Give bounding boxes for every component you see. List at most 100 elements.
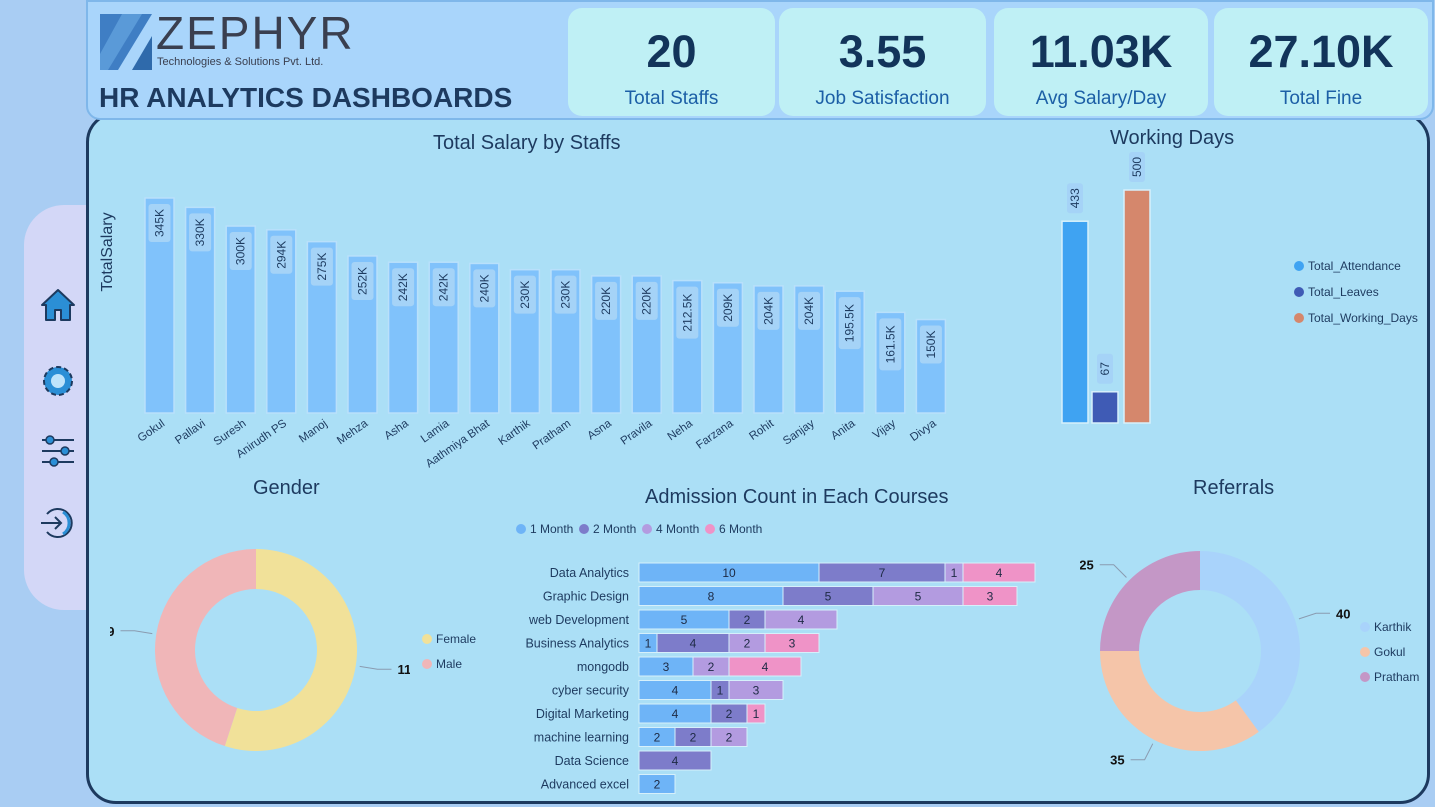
donut-slice[interactable] <box>1200 551 1300 732</box>
x-tick-label: Gokul <box>136 418 167 445</box>
legend-label: 1 Month <box>530 522 574 536</box>
x-tick-label: Suresh <box>212 418 249 449</box>
legend-item[interactable]: Total_Working_Days <box>1294 311 1418 325</box>
x-tick-label: Vijay <box>871 417 898 441</box>
data-label: 220K <box>640 287 654 315</box>
working-days-bar-chart: 433 67 500 <box>1061 152 1151 424</box>
kpi-value: 11.03K <box>1029 26 1173 77</box>
data-label: 252K <box>356 267 370 295</box>
data-label-bg <box>148 204 171 242</box>
data-label: 2 <box>654 731 661 745</box>
data-label-bg <box>919 325 942 364</box>
stacked-bar-segment[interactable] <box>746 703 766 724</box>
legend-item[interactable]: 1 Month <box>516 522 573 536</box>
stacked-bar-segment[interactable] <box>764 633 820 653</box>
legend-dot <box>422 634 432 644</box>
data-label: 3 <box>753 684 760 698</box>
data-label: 1 <box>645 637 652 651</box>
donut-slice[interactable] <box>1100 551 1200 651</box>
stacked-bar-segment[interactable] <box>728 656 802 677</box>
kpi-label: Avg Salary/Day <box>1035 88 1167 109</box>
data-label-bg <box>229 232 252 271</box>
stacked-bar-segment[interactable] <box>638 750 712 771</box>
stacked-bar-segment[interactable] <box>728 680 784 700</box>
stacked-bar-segment[interactable] <box>710 727 748 747</box>
data-label: 195.5K <box>843 304 857 342</box>
x-tick-label: Sanjay <box>781 417 817 447</box>
data-label: 4 <box>672 707 679 721</box>
legend-label: Total_Leaves <box>1308 285 1379 299</box>
legend-item[interactable]: Total_Attendance <box>1294 259 1401 273</box>
brand-tagline: Technologies & Solutions Pvt. Ltd. <box>157 56 324 68</box>
donut-slice[interactable] <box>1100 651 1259 751</box>
legend-label: 6 Month <box>719 522 763 536</box>
data-label: 204K <box>762 297 776 325</box>
data-label: 1 <box>753 707 760 721</box>
salary-bar-chart: TotalSalary 345K Gokul 330K Pallavi 300K Sures… <box>99 197 947 470</box>
x-tick-label: Divya <box>908 417 939 444</box>
legend-item[interactable]: Male <box>422 657 462 671</box>
x-tick-label: Asha <box>382 417 411 442</box>
leader-line <box>120 630 153 635</box>
x-tick-label: Neha <box>666 417 696 443</box>
data-label: 4 <box>690 637 697 651</box>
data-label: 2 <box>726 731 733 745</box>
data-label: 2 <box>708 660 715 674</box>
stacked-bar-segment[interactable] <box>962 586 1018 606</box>
legend-item[interactable]: Female <box>422 632 476 646</box>
kpi-card-total-staffs: 20 Total Staffs <box>568 8 775 116</box>
data-label-bg <box>189 213 212 252</box>
data-label: 300K <box>234 237 248 265</box>
data-label: 5 <box>915 590 922 604</box>
kpi-card-avg-salary: 11.03K Avg Salary/Day <box>994 8 1208 116</box>
legend-label: 2 Month <box>593 522 637 536</box>
legend-item[interactable]: Karthik <box>1360 620 1411 634</box>
data-label: 2 <box>654 778 661 792</box>
donut-slice[interactable] <box>155 549 256 747</box>
data-label: 212.5K <box>680 294 694 332</box>
y-axis-label: TotalSalary <box>99 212 116 291</box>
settings-gear-icon[interactable] <box>38 361 78 401</box>
data-label: 330K <box>193 218 207 246</box>
legend-item[interactable]: Gokul <box>1360 645 1405 659</box>
data-label: 294K <box>274 241 288 269</box>
data-label-bg <box>554 275 577 314</box>
filter-sliders-icon[interactable] <box>38 431 78 471</box>
kpi-label: Total Staffs <box>624 88 719 109</box>
legend-label: Karthik <box>1374 620 1412 634</box>
legend-item[interactable]: 2 Month <box>579 522 636 536</box>
data-label: 7 <box>879 566 886 580</box>
working-days-bar[interactable] <box>1091 391 1119 424</box>
legend-item[interactable]: Total_Leaves <box>1294 285 1379 299</box>
stacked-bar-segment[interactable] <box>962 562 1036 583</box>
legend-dot <box>516 524 526 534</box>
data-label: 242K <box>437 273 451 301</box>
logout-icon[interactable] <box>38 503 78 543</box>
y-tick-label: Graphic Design <box>543 590 629 604</box>
legend-dot <box>1360 647 1370 657</box>
referrals-donut-chart: 40 35 25 <box>1080 551 1350 765</box>
kpi-card-total-fine: 27.10K Total Fine <box>1214 8 1428 116</box>
working-days-bar[interactable] <box>1061 220 1089 424</box>
legend-item[interactable]: Pratham <box>1360 670 1419 684</box>
legend-label: Female <box>436 632 477 646</box>
data-label: 4 <box>762 660 769 674</box>
legend-item[interactable]: 4 Month <box>642 522 699 536</box>
data-label-bg <box>757 291 780 330</box>
data-label-bg <box>1067 183 1083 214</box>
y-tick-label: cyber security <box>552 684 630 698</box>
home-icon[interactable] <box>38 285 78 325</box>
donut-slice[interactable] <box>224 549 358 751</box>
data-label-bg <box>716 288 739 327</box>
slice-value-label: 11 <box>397 662 410 677</box>
stacked-bar-segment[interactable] <box>638 774 676 794</box>
working-days-bar[interactable] <box>1123 189 1151 424</box>
legend-item[interactable]: 6 Month <box>705 522 762 536</box>
header: ZEPHYR Technologies & Solutions Pvt. Ltd… <box>86 0 1434 120</box>
data-label-bg <box>595 281 618 320</box>
y-tick-label: Business Analytics <box>525 637 629 651</box>
kpi-label: Job Satisfaction <box>815 88 950 109</box>
data-label: 275K <box>315 253 329 281</box>
stacked-bar-segment[interactable] <box>764 609 838 630</box>
gender-title: Gender <box>253 477 320 499</box>
